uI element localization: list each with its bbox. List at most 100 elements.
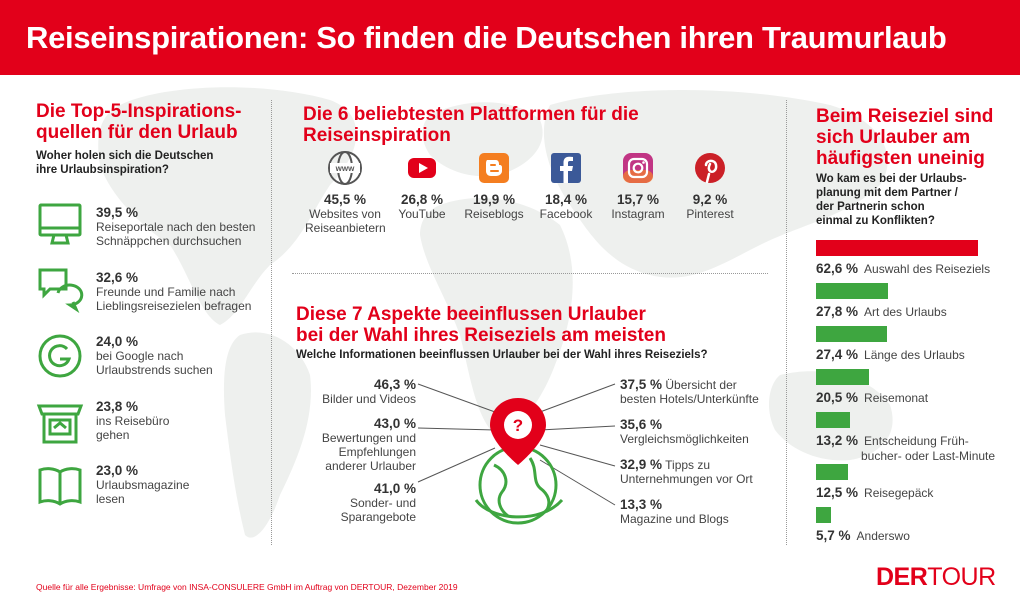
connector-line — [539, 383, 616, 413]
aspect-left-3-pct: 41,0 % — [373, 481, 416, 496]
aspect-left-2-pct: 43,0 % — [373, 416, 416, 431]
source-item-5-line2: lesen — [96, 492, 125, 506]
aspect-left-3-line1: Sonder- und — [349, 496, 416, 510]
aspect-right-3-pct: 32,9 % — [620, 457, 663, 472]
aspect-left-2-line2: Empfehlungen — [338, 445, 416, 459]
conflict-bar — [816, 412, 850, 428]
connector-line — [539, 425, 616, 431]
conflict-text: Reisemonat — [864, 391, 929, 405]
aspect-left-2-line3: anderer Urlauber — [325, 459, 416, 473]
conflict-pct: 20,5 % — [816, 390, 859, 405]
divider-right — [786, 100, 787, 545]
aspect-left-2-line1: Bewertungen und — [321, 431, 416, 445]
connector-line — [539, 444, 616, 467]
aspect-left-3: 41,0 % Sonder- und Sparangebote — [298, 481, 416, 525]
youtube-icon — [408, 158, 436, 178]
conflict-label-1: 62,6 % Auswahl des Reiseziels — [816, 261, 990, 276]
aspects-title-line1: Diese 7 Aspekte beeinflussen Urlauber — [296, 304, 646, 325]
source-item-1-line2: Schnäppchen durchsuchen — [96, 234, 242, 248]
facebook-icon — [551, 153, 581, 183]
conflict-bar — [816, 326, 887, 342]
conflict-text: Länge des Urlaubs — [864, 348, 965, 362]
platform-instagram: 15,7 % Instagram — [598, 150, 678, 221]
divider-middle — [292, 273, 768, 274]
aspects-title: Diese 7 Aspekte beeinflussen Urlauber be… — [296, 304, 776, 346]
source-item-5-pct: 23,0 % — [96, 463, 139, 478]
platform-facebook-label: Facebook — [539, 207, 593, 221]
platforms-title: Die 6 beliebtesten Plattformen für die R… — [303, 104, 639, 146]
aspect-right-1-line2: besten Hotels/Unterkünfte — [620, 392, 759, 406]
source-item-1-line1: Reiseportale nach den besten — [96, 220, 256, 234]
conflict-label-3: 27,4 % Länge des Urlaubs — [816, 347, 965, 362]
source-item-5: 23,0 % Urlaubsmagazine lesen — [96, 463, 266, 506]
connector-line — [417, 383, 496, 413]
source-item-3-pct: 24,0 % — [96, 334, 139, 349]
conflict-pct: 27,4 % — [816, 347, 859, 362]
conflict-text: Auswahl des Reiseziels — [864, 262, 991, 276]
page-header-title: Reiseinspirationen: So finden die Deutsc… — [0, 0, 1020, 75]
www-globe-icon: www — [328, 151, 362, 185]
aspect-right-1-pct: 37,5 % — [620, 377, 663, 392]
aspect-right-4-pct: 13,3 % — [620, 497, 663, 512]
platform-pinterest-pct: 9,2 % — [692, 192, 728, 207]
instagram-icon — [623, 153, 653, 183]
left-title-line1: Die Top-5-Inspirations- — [36, 101, 242, 122]
conflict-title: Beim Reiseziel sind sich Urlauber am häu… — [816, 106, 1016, 169]
platform-facebook: 18,4 % Facebook — [526, 150, 606, 221]
aspect-left-1-pct: 46,3 % — [373, 377, 416, 392]
source-item-2-line1: Freunde und Familie nach — [96, 285, 236, 299]
aspect-right-1-line1: Übersicht der — [665, 378, 737, 392]
conflict-label-7: 5,7 % Anderswo — [816, 528, 910, 543]
source-item-4-pct: 23,8 % — [96, 399, 139, 414]
aspects-subtitle: Welche Informationen beeinflussen Urlaub… — [296, 349, 708, 361]
google-icon — [38, 334, 82, 378]
platform-websites-pct: 45,5 % — [323, 192, 367, 207]
left-title-line2: quellen für den Urlaub — [36, 122, 238, 143]
source-item-1-pct: 39,5 % — [96, 205, 139, 220]
platform-websites-line2: Reiseanbietern — [305, 221, 386, 235]
conflict-label-4: 20,5 % Reisemonat — [816, 390, 928, 405]
aspects-connectors: ? — [417, 383, 616, 525]
aspect-left-1: 46,3 % Bilder und Videos — [298, 377, 416, 407]
conflict-pct: 13,2 % — [816, 433, 859, 448]
conflict-title-line2: sich Urlauber am — [816, 127, 971, 148]
platform-youtube-label: YouTube — [398, 207, 446, 221]
conflict-text: Reisegepäck — [864, 486, 934, 500]
conflict-text-line2: bucher- oder Last-Minute — [861, 449, 996, 463]
aspect-right-2-line2: Vergleichsmöglichkeiten — [620, 432, 749, 446]
aspect-right-1: 37,5 % Übersicht der besten Hotels/Unter… — [620, 377, 780, 407]
conflict-pct: 12,5 % — [816, 485, 859, 500]
platform-youtube-pct: 26,8 % — [400, 192, 444, 207]
conflict-bar — [816, 240, 978, 256]
aspect-right-2-pct: 35,6 % — [620, 417, 663, 432]
conflict-subtitle-line2: planung mit dem Partner / — [816, 187, 958, 199]
conflict-pct: 27,8 % — [816, 304, 859, 319]
open-book-icon — [38, 467, 82, 506]
aspect-right-4: 13,3 % Magazine und Blogs — [620, 497, 780, 527]
left-title: Die Top-5-Inspirations- quellen für den … — [36, 101, 266, 143]
platform-facebook-pct: 18,4 % — [544, 192, 588, 207]
svg-text:www: www — [335, 164, 355, 173]
platform-blogs: 19,9 % Reiseblogs — [454, 150, 534, 221]
platform-websites: www 45,5 % Websites von Reiseanbietern — [305, 150, 386, 235]
connector-line — [417, 427, 496, 431]
conflict-label-6: 12,5 % Reisegepäck — [816, 485, 933, 500]
source-item-3: 24,0 % bei Google nach Urlaubstrends suc… — [96, 334, 266, 377]
conflict-bar — [816, 464, 848, 480]
source-item-4-line2: gehen — [96, 428, 130, 442]
logo-der: DER — [876, 563, 928, 591]
conflict-bar — [816, 507, 831, 523]
left-subtitle: Woher holen sich die Deutschen ihre Urla… — [36, 149, 266, 177]
source-item-3-line1: bei Google nach — [96, 349, 184, 363]
divider-left — [271, 100, 272, 545]
aspect-right-4-line2: Magazine und Blogs — [620, 512, 729, 526]
source-item-1: 39,5 % Reiseportale nach den besten Schn… — [96, 205, 266, 248]
world-map-background — [98, 87, 893, 538]
conflict-text: Art des Urlaubs — [864, 305, 947, 319]
monitor-icon — [38, 203, 82, 245]
source-item-2-line2: Lieblingsreisezielen befragen — [96, 299, 252, 313]
source-item-4-line1: ins Reisebüro — [96, 414, 170, 428]
blogger-icon — [479, 153, 509, 183]
logo-tour: TOUR — [927, 563, 996, 591]
conflict-pct: 62,6 % — [816, 261, 859, 276]
